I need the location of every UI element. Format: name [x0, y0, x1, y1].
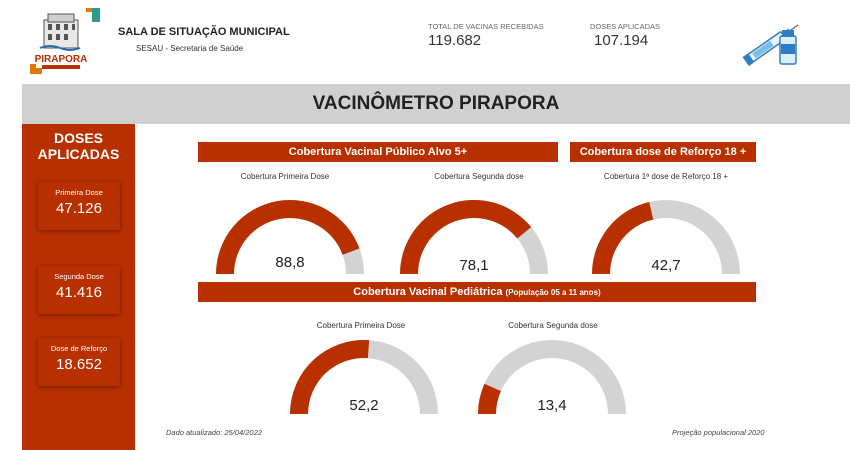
booster-dose-label: Dose de Reforço — [50, 344, 108, 353]
gauge-label: Cobertura 1ª dose de Reforço 18 + — [603, 172, 729, 181]
booster-dose-card: Dose de Reforço 18.652 — [38, 338, 120, 386]
gauge-fill — [592, 201, 654, 274]
gauge-fill — [478, 383, 501, 414]
page-title: VACINÔMETRO PIRAPORA — [312, 93, 560, 114]
first-dose-label: Primeira Dose — [55, 188, 103, 197]
sidebar-title: DOSES APLICADAS — [22, 130, 135, 162]
gauge-first-dose — [216, 199, 364, 274]
gauge-label: Cobertura Primeira Dose — [240, 172, 330, 181]
gauge-track — [478, 340, 626, 414]
gauge-fill — [400, 200, 532, 274]
gauge-value: 52,2 — [349, 397, 379, 414]
gauge-value: 88,8 — [275, 254, 305, 271]
second-dose-value: 41.416 — [56, 284, 102, 301]
booster-coverage-bar: Cobertura dose de Reforço 18 + — [570, 142, 756, 162]
gauge-fill — [290, 340, 370, 414]
pediatric-subtitle: (População 05 a 11 anos) — [505, 288, 601, 297]
title-banner: VACINÔMETRO PIRAPORA — [22, 84, 850, 124]
gauge-booster-dose — [592, 200, 740, 274]
second-dose-card: Segunda Dose 41.416 — [38, 266, 120, 314]
projection-note: Projeção populacional 2020 — [672, 428, 765, 437]
doses-sidebar: DOSES APLICADAS Primeira Dose 47.126 Seg… — [22, 124, 135, 450]
gauge-value: 13,4 — [537, 397, 567, 414]
svg-text:PIRAPORA: PIRAPORA — [35, 54, 88, 65]
sidebar-title-line1: DOSES — [53, 130, 103, 146]
total-vaccines-label: TOTAL DE VACINAS RECEBIDAS — [428, 22, 544, 31]
gauge-pediatric-first-dose — [290, 340, 438, 414]
org-title: SALA DE SITUAÇÃO MUNICIPAL — [118, 26, 290, 38]
gauge-value: 42,7 — [651, 257, 681, 274]
gauge-label: Cobertura Primeira Dose — [316, 321, 406, 330]
syringe-vial-icon — [740, 10, 802, 72]
updated-note: Dado atualizado: 25/04/2022 — [166, 428, 262, 437]
total-vaccines-value: 119.682 — [428, 32, 482, 49]
applied-doses-label: DOSES APLICADAS — [590, 22, 661, 31]
gauge-label: Cobertura Segunda dose — [508, 321, 598, 330]
gauge-label: Cobertura Segunda dose — [434, 172, 524, 181]
target-coverage-bar: Cobertura Vacinal Público Alvo 5+ — [198, 142, 558, 162]
pirapora-logo: PIRAPORA — [30, 8, 100, 74]
applied-doses-value: 107.194 — [594, 32, 649, 49]
gauge-second-dose — [400, 200, 548, 274]
first-dose-card: Primeira Dose 47.126 — [38, 182, 120, 230]
gauge-fill — [216, 199, 360, 274]
header: PIRAPORA SALA DE SITUAÇÃO MUNICIPAL SESA… — [0, 0, 850, 82]
pediatric-title: Cobertura Vacinal Pediátrica — [353, 286, 503, 298]
gauge-pediatric-second-dose — [478, 340, 626, 414]
pediatric-coverage-bar: Cobertura Vacinal Pediátrica (População … — [198, 282, 756, 302]
booster-dose-value: 18.652 — [56, 356, 102, 373]
org-subtitle: SESAU - Secretaria de Saúde — [136, 44, 244, 53]
first-dose-value: 47.126 — [56, 200, 102, 217]
second-dose-label: Segunda Dose — [54, 272, 104, 281]
sidebar-title-line2: APLICADAS — [37, 146, 120, 162]
gauge-value: 78,1 — [459, 257, 489, 274]
